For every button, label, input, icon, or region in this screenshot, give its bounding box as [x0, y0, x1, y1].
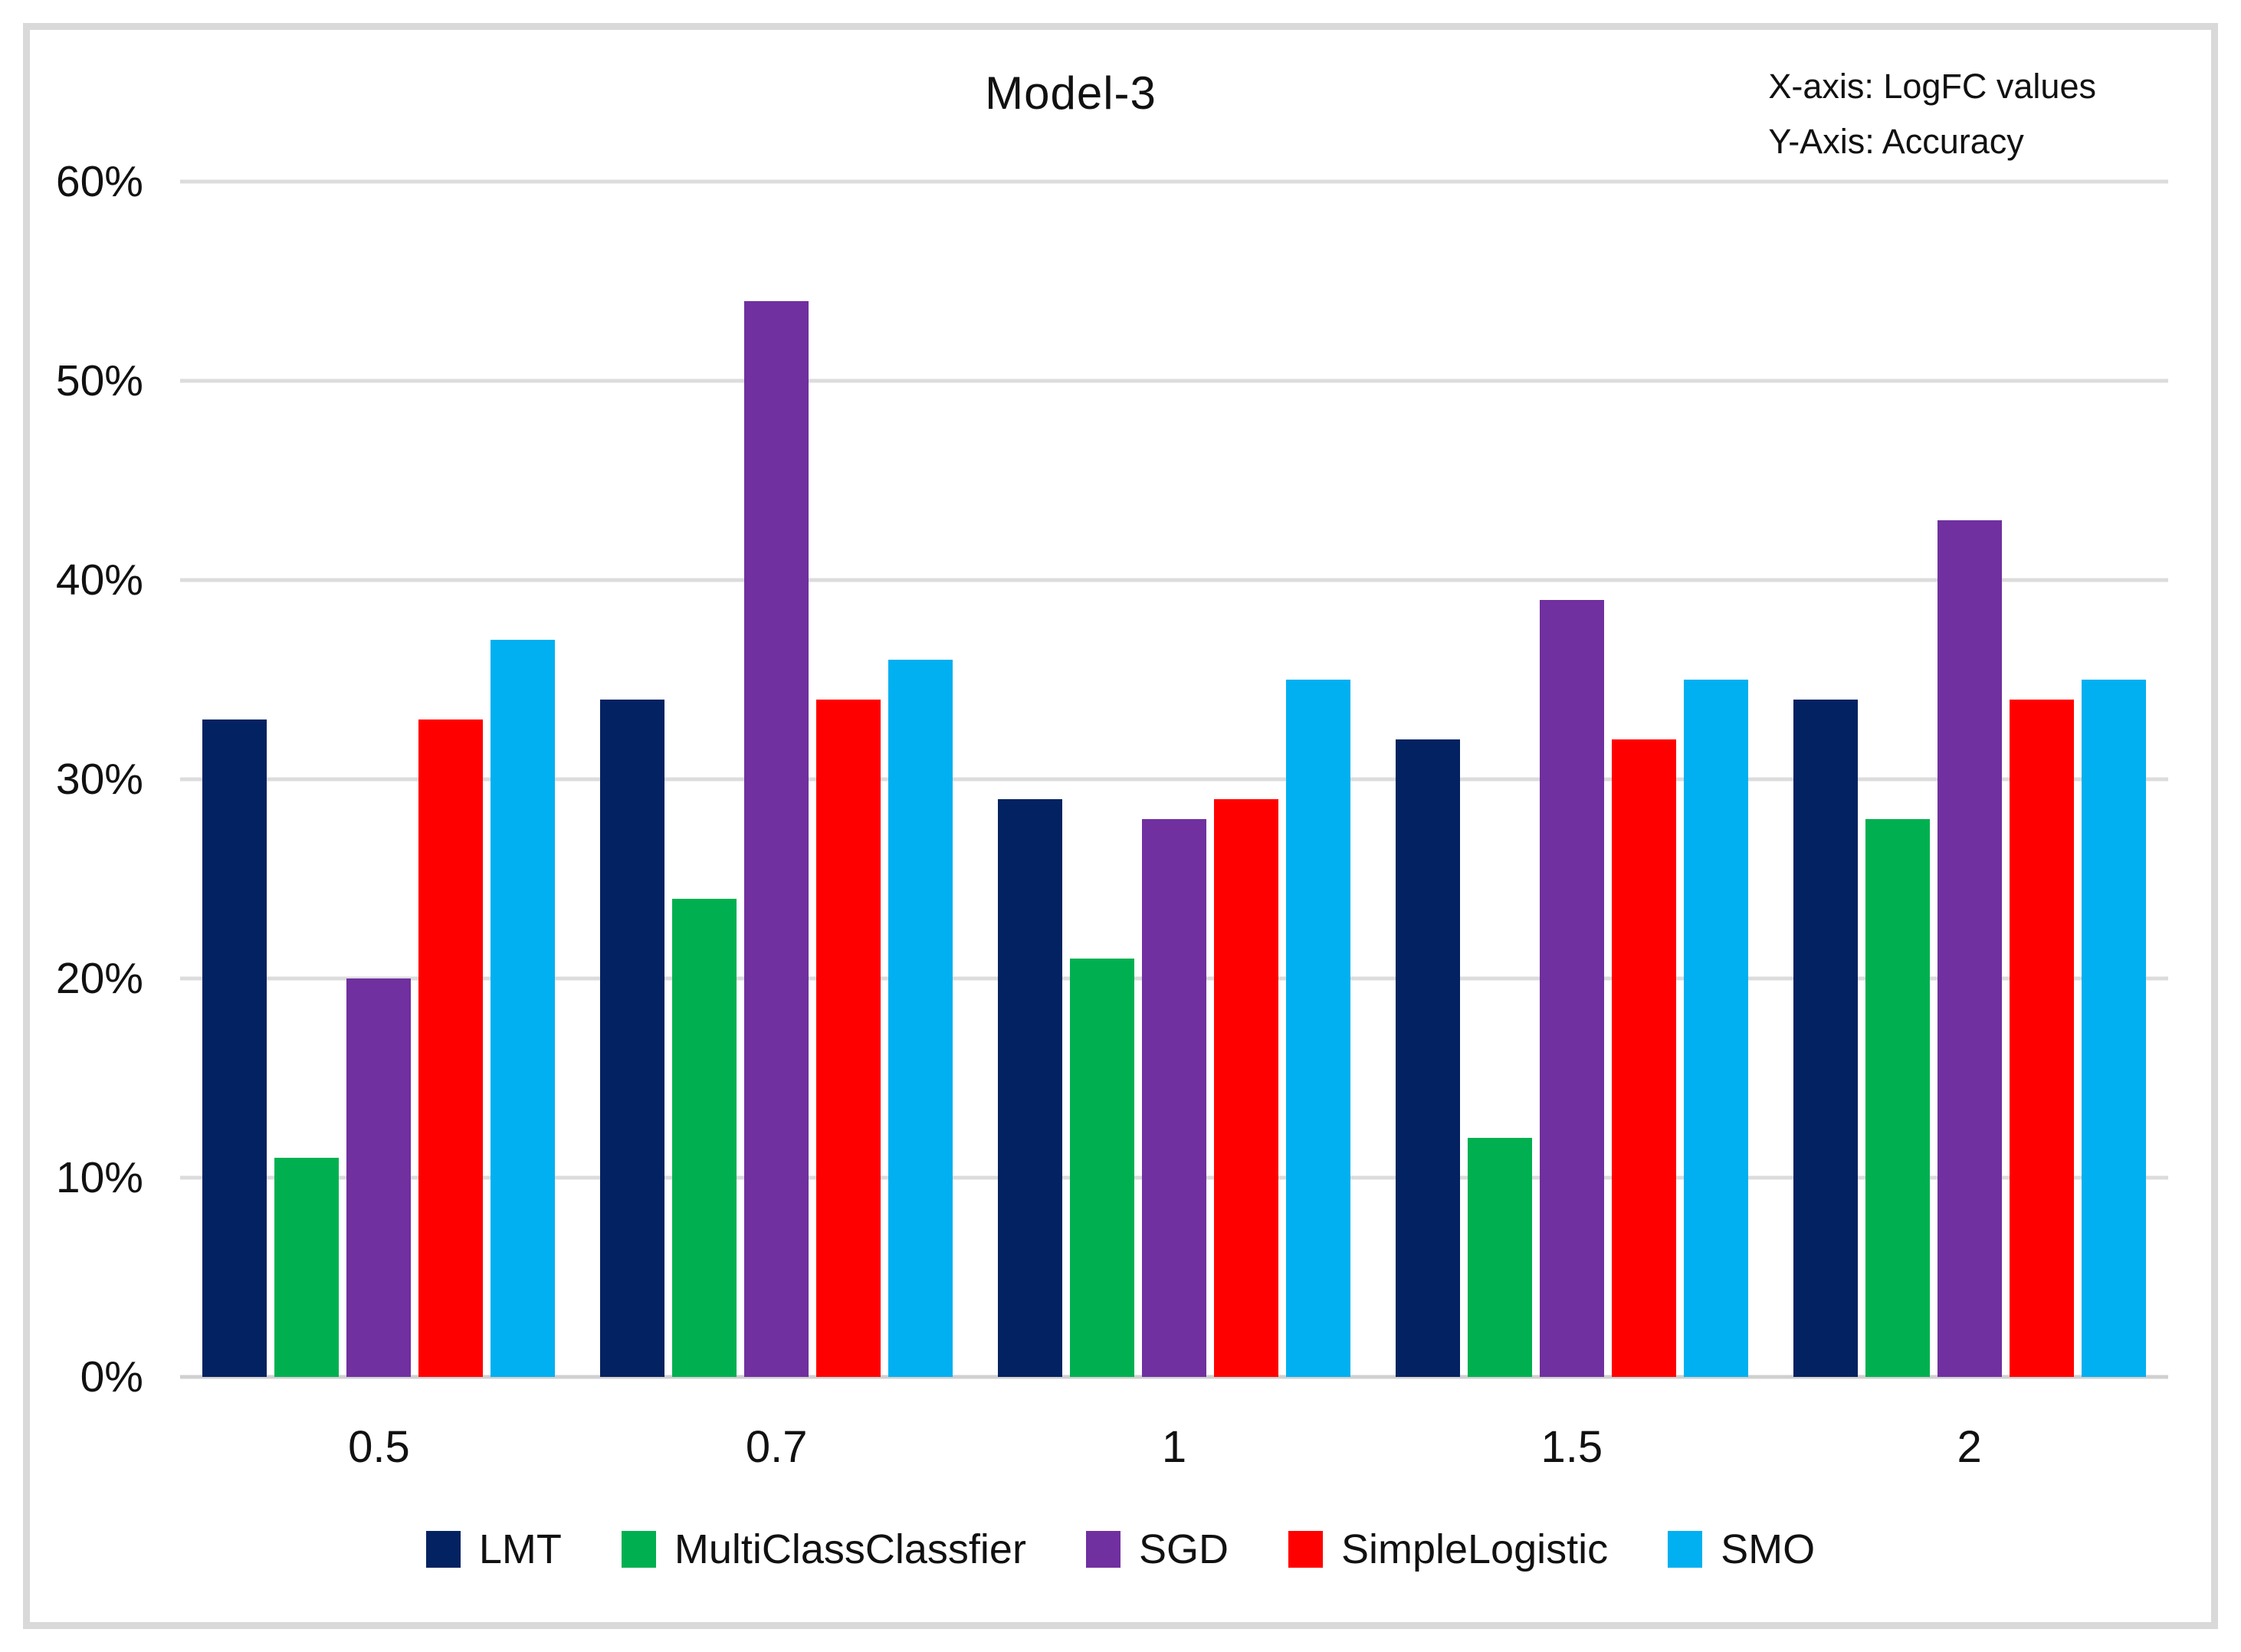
bar-simplelogistic-2 — [2009, 700, 2074, 1377]
bar-sgd-1.5 — [1539, 600, 1604, 1377]
bar-lmt-1 — [997, 799, 1062, 1377]
legend-swatch-lmt — [425, 1531, 461, 1568]
y-tick-50%: 50% — [55, 356, 143, 405]
bar-multiclassclassfier-0.7 — [672, 899, 737, 1377]
bar-simplelogistic-0.5 — [418, 719, 484, 1377]
chart-frame: Model-3 X-axis: LogFC values Y-Axis: Acc… — [23, 23, 2218, 1629]
bar-multiclassclassfier-1 — [1069, 959, 1134, 1377]
bar-lmt-1.5 — [1395, 739, 1460, 1377]
gridline-50% — [180, 379, 2168, 383]
legend: LMT MultiClassClassfier SGD SimpleLogistic S… — [30, 1526, 2211, 1573]
bar-multiclassclassfier-2 — [1865, 819, 1930, 1377]
bar-sgd-0.7 — [744, 301, 809, 1377]
legend-label-smo: SMO — [1721, 1526, 1816, 1572]
y-tick-0%: 0% — [80, 1352, 143, 1401]
y-tick-30%: 30% — [55, 755, 143, 804]
x-tick-0.5: 0.5 — [348, 1422, 410, 1472]
x-axis: 0.5 0.7 1 1.5 2 — [180, 1400, 2168, 1484]
bar-smo-2 — [2081, 680, 2146, 1377]
bar-group-2 — [1770, 182, 2168, 1377]
bar-smo-0.7 — [888, 660, 953, 1377]
legend-item-sgd: SGD — [1085, 1526, 1229, 1573]
x-axis-line — [180, 1375, 2168, 1379]
legend-label-simplelogistic: SimpleLogistic — [1340, 1526, 1609, 1572]
legend-swatch-sgd — [1085, 1531, 1120, 1568]
y-tick-20%: 20% — [55, 954, 143, 1004]
bar-multiclassclassfier-0.5 — [274, 1158, 340, 1377]
bar-groups — [180, 182, 2168, 1377]
bar-sgd-0.5 — [346, 978, 412, 1377]
x-tick-1: 1 — [1161, 1422, 1187, 1472]
bar-lmt-0.5 — [202, 719, 267, 1377]
bar-sgd-1 — [1141, 819, 1206, 1377]
legend-swatch-multiclassclassfier — [621, 1531, 656, 1568]
legend-swatch-simplelogistic — [1288, 1531, 1323, 1568]
y-axis-note: Y-Axis: Accuracy — [1768, 122, 2024, 161]
legend-item-lmt: LMT — [425, 1526, 562, 1573]
bar-smo-0.5 — [491, 640, 556, 1377]
bar-simplelogistic-0.7 — [816, 700, 881, 1377]
legend-label-sgd: SGD — [1138, 1526, 1229, 1572]
bar-group-0.5 — [180, 182, 578, 1377]
gridline-60% — [180, 179, 2168, 184]
bar-simplelogistic-1 — [1213, 799, 1278, 1377]
gridline-30% — [180, 777, 2168, 782]
legend-item-multiclassclassfier: MultiClassClassfier — [621, 1526, 1026, 1573]
chart-title: Model-3 — [985, 67, 1157, 119]
x-tick-2: 2 — [1957, 1422, 1982, 1472]
bar-sgd-2 — [1937, 520, 2002, 1377]
bar-group-0.7 — [578, 182, 976, 1377]
y-tick-40%: 40% — [55, 556, 143, 605]
bar-lmt-0.7 — [600, 700, 665, 1377]
x-axis-note: X-axis: LogFC values — [1768, 67, 2096, 106]
legend-item-smo: SMO — [1668, 1526, 1815, 1573]
legend-label-lmt: LMT — [478, 1526, 562, 1572]
legend-swatch-smo — [1668, 1531, 1703, 1568]
bar-group-1 — [976, 182, 1373, 1377]
axis-annotation: X-axis: LogFC values Y-Axis: Accuracy — [1768, 59, 2096, 169]
y-tick-10%: 10% — [55, 1153, 143, 1203]
y-axis: 0% 10% 20% 30% 40% 50% 60% — [30, 157, 174, 1401]
bar-smo-1 — [1285, 680, 1350, 1377]
bar-multiclassclassfier-1.5 — [1467, 1138, 1532, 1377]
bar-smo-1.5 — [1683, 680, 1748, 1377]
bar-simplelogistic-1.5 — [1611, 739, 1676, 1377]
legend-item-simplelogistic: SimpleLogistic — [1288, 1526, 1608, 1573]
gridline-40% — [180, 578, 2168, 582]
bar-group-1.5 — [1373, 182, 1770, 1377]
y-tick-60%: 60% — [55, 157, 143, 206]
x-tick-0.7: 0.7 — [745, 1422, 808, 1472]
plot-area — [180, 179, 2168, 1379]
legend-label-multiclassclassfier: MultiClassClassfier — [674, 1526, 1026, 1572]
bar-lmt-2 — [1793, 700, 1858, 1377]
x-tick-1.5: 1.5 — [1540, 1422, 1603, 1472]
